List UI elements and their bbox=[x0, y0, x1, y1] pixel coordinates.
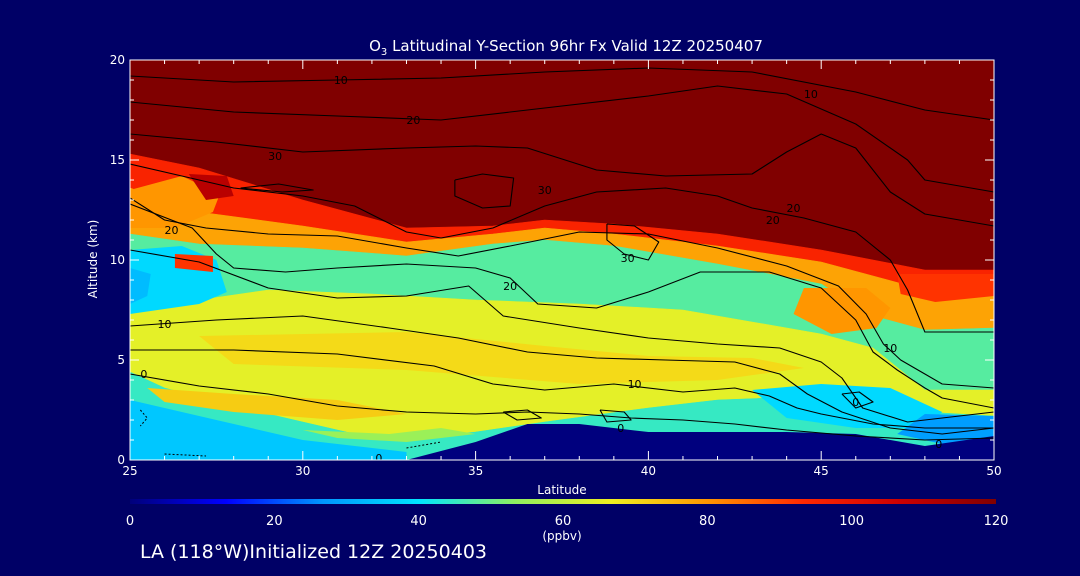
contour-label-12: 0 bbox=[140, 368, 147, 381]
x-axis-label: Latitude bbox=[537, 483, 586, 497]
x-tick-label-35: 35 bbox=[468, 464, 483, 478]
contour-line-4 bbox=[130, 197, 994, 389]
colorbar: 0 20 40 60 80 100 120 (ppbv) bbox=[126, 499, 1009, 543]
contour-line-3 bbox=[130, 163, 994, 333]
contour-label-5: 20 bbox=[766, 214, 780, 227]
x-tick-label-40: 40 bbox=[641, 464, 656, 478]
contour-line-10 bbox=[454, 173, 515, 209]
colorbar-tick-label-60: 60 bbox=[555, 514, 572, 529]
ozone-contours bbox=[130, 67, 994, 457]
y-tick-label-0: 0 bbox=[117, 453, 125, 467]
ozone-patch-9 bbox=[752, 384, 943, 428]
contour-line-1 bbox=[130, 85, 994, 193]
contour-line-15 bbox=[841, 391, 874, 409]
contour-line-9 bbox=[130, 373, 994, 441]
contour-line-2 bbox=[130, 133, 994, 227]
contour-label-7: 20 bbox=[164, 224, 178, 237]
contour-label-10: 10 bbox=[158, 318, 172, 331]
contour-label-9: 20 bbox=[503, 280, 517, 293]
contour-label-6: 20 bbox=[787, 202, 801, 215]
contour-label-14: 0 bbox=[852, 396, 859, 409]
contour-line-0 bbox=[130, 67, 994, 121]
x-tick-label-50: 50 bbox=[986, 464, 1001, 478]
x-tick-label-45: 45 bbox=[814, 464, 829, 478]
y-tick-label-15: 15 bbox=[110, 153, 125, 167]
contour-labels: 10 10 20 30 30 20 20 20 30 20 10 10 0 10 0 0 0 0 bbox=[140, 74, 942, 465]
chart-title-rest: Latitudinal Y-Section 96hr Fx Valid 12Z … bbox=[387, 37, 763, 55]
contour-label-2: 20 bbox=[406, 114, 420, 127]
ozone-patch-6 bbox=[174, 254, 213, 272]
contour-label-13: 10 bbox=[628, 378, 642, 391]
contour-line-7 bbox=[130, 315, 994, 435]
ozone-patch-5 bbox=[897, 274, 994, 302]
ozone-field-patches bbox=[130, 174, 994, 460]
y-axis-label: Altitude (km) bbox=[86, 220, 100, 299]
colorbar-tick-label-40: 40 bbox=[410, 514, 427, 529]
colorbar-tick-label-0: 0 bbox=[126, 514, 134, 529]
chart-title: O3 Latitudinal Y-Section 96hr Fx Valid 1… bbox=[369, 37, 763, 58]
contour-label-16: 0 bbox=[375, 452, 382, 465]
colorbar-tick-label-120: 120 bbox=[984, 514, 1009, 529]
contour-label-11: 10 bbox=[883, 342, 897, 355]
colorbar-ticks: 0 20 40 60 80 100 120 bbox=[126, 514, 1009, 529]
y-tick-label-20: 20 bbox=[110, 53, 125, 67]
x-tick-label-25: 25 bbox=[122, 464, 137, 478]
ozone-patch-7 bbox=[199, 332, 804, 384]
contour-label-4: 30 bbox=[538, 184, 552, 197]
chart-title-prefix: O bbox=[369, 37, 381, 55]
colorbar-unit-label: (ppbv) bbox=[542, 529, 581, 543]
footer-initialized-text: LA (118°W)Initialized 12Z 20250403 bbox=[140, 541, 487, 563]
colorbar-bar bbox=[130, 499, 996, 504]
contour-line-14 bbox=[599, 409, 632, 423]
ozone-patch-8 bbox=[147, 388, 407, 420]
axes: 25 30 35 40 45 50 0 5 10 15 20 bbox=[110, 53, 1002, 478]
chart-title-subscript: 3 bbox=[381, 47, 387, 58]
contour-line-12 bbox=[606, 223, 660, 261]
contour-line-11 bbox=[240, 183, 314, 193]
contour-label-3: 30 bbox=[268, 150, 282, 163]
y-tick-label-10: 10 bbox=[110, 253, 125, 267]
contour-line-5 bbox=[130, 203, 994, 409]
ozone-patch-10 bbox=[897, 414, 994, 444]
colorbar-tick-label-20: 20 bbox=[266, 514, 283, 529]
ozone-patch-12 bbox=[302, 428, 476, 442]
contour-label-1: 10 bbox=[804, 88, 818, 101]
ozone-patch-0 bbox=[130, 176, 220, 228]
contour-label-17: 0 bbox=[935, 438, 942, 451]
plot-area: 10 10 20 30 30 20 20 20 30 20 10 10 0 10 0 0 0 0 bbox=[130, 60, 994, 465]
ozone-patch-4 bbox=[793, 288, 891, 334]
y-tick-label-5: 5 bbox=[117, 353, 125, 367]
contour-line-6 bbox=[130, 249, 994, 423]
contour-label-15: 0 bbox=[617, 422, 624, 435]
x-tick-label-30: 30 bbox=[295, 464, 310, 478]
colorbar-tick-label-100: 100 bbox=[839, 514, 864, 529]
contour-line-13 bbox=[502, 409, 542, 421]
terrain-mask bbox=[130, 424, 994, 460]
contour-dashed-1 bbox=[164, 453, 207, 457]
contour-dashed-0 bbox=[139, 409, 148, 427]
contour-label-0: 10 bbox=[334, 74, 348, 87]
colorbar-tick-label-80: 80 bbox=[699, 514, 716, 529]
contour-line-8 bbox=[130, 349, 994, 429]
contour-dashed-2 bbox=[406, 441, 442, 449]
ozone-patch-11 bbox=[130, 400, 407, 460]
ozone-patch-3 bbox=[130, 268, 151, 304]
contour-label-8: 30 bbox=[621, 252, 635, 265]
